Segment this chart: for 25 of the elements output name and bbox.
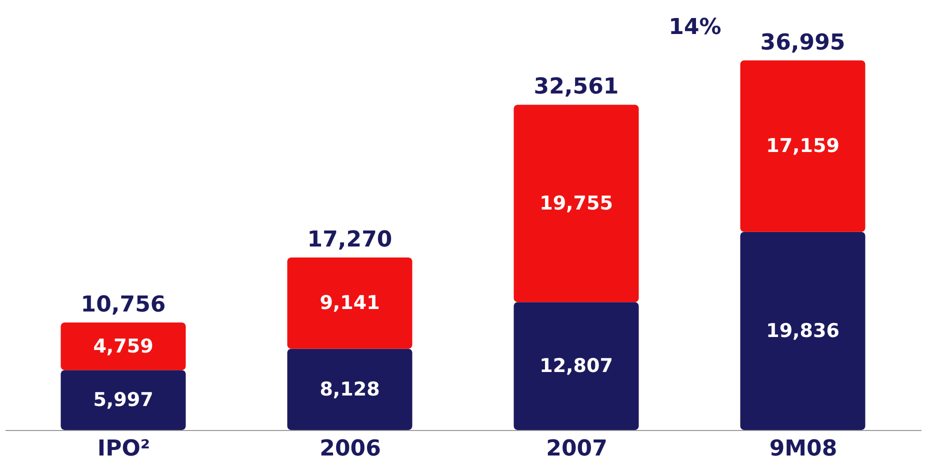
bar <box>514 104 639 302</box>
data-label: 19,755 <box>540 192 613 214</box>
bar <box>287 348 412 430</box>
x-tick-label: 2006 <box>320 436 381 462</box>
bar <box>60 370 186 430</box>
data-label: 12,807 <box>540 355 613 378</box>
total-label: 36,995 <box>760 30 846 56</box>
bar <box>514 302 639 430</box>
total-label: 10,756 <box>80 292 166 318</box>
data-label: 5,997 <box>93 389 154 412</box>
x-tick-label: IPO² <box>97 436 150 462</box>
data-label: 17,159 <box>766 135 840 158</box>
bar <box>740 232 866 430</box>
text: 14% <box>668 15 722 40</box>
total-label: 17,270 <box>307 227 392 252</box>
bar <box>740 60 866 232</box>
total-label: 32,561 <box>534 74 619 100</box>
data-label: 8,128 <box>320 378 380 400</box>
x-tick-label: 2007 <box>546 436 608 462</box>
data-label: 4,759 <box>93 335 154 358</box>
bar <box>60 322 186 370</box>
data-label: 9,141 <box>320 292 380 314</box>
data-label: 19,836 <box>766 320 840 342</box>
bar <box>287 257 412 349</box>
x-tick-label: 9M08 <box>769 436 838 462</box>
